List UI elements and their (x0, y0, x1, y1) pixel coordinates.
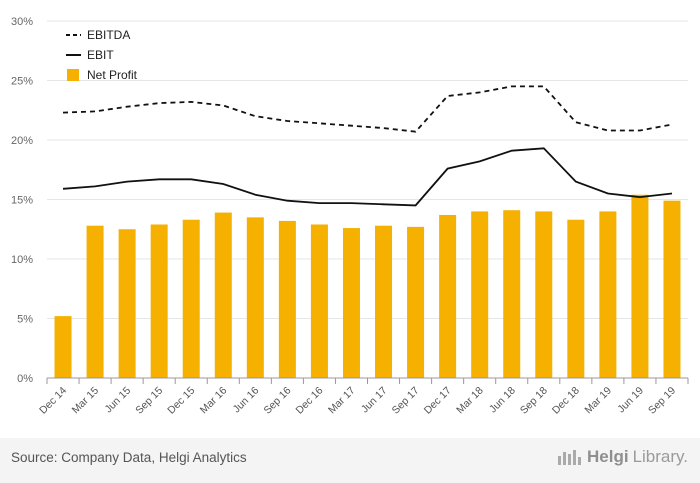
x-tick-label: Jun 18 (487, 385, 518, 416)
x-tick-label: Jun 16 (231, 385, 262, 416)
bar-net-profit (342, 228, 360, 378)
bar-net-profit (246, 217, 264, 378)
y-tick-label: 15% (11, 195, 33, 207)
x-tick-label: Mar 16 (198, 385, 230, 417)
x-tick-label: Mar 17 (326, 385, 358, 417)
x-tick-label: Sep 17 (390, 385, 422, 417)
bar-net-profit (118, 229, 136, 378)
x-tick-label: Dec 17 (422, 385, 454, 417)
x-tick-label: Mar 19 (582, 385, 614, 417)
bar-net-profit (54, 316, 72, 378)
y-tick-label: 5% (17, 314, 33, 326)
bar-net-profit (439, 214, 457, 378)
y-tick-label: 25% (11, 76, 33, 88)
bar-net-profit (278, 220, 296, 378)
bar-net-profit (310, 224, 328, 378)
bar-net-profit (86, 225, 104, 378)
brand-logo[interactable]: Helgi Library. (557, 447, 688, 467)
line-ebit (62, 147, 673, 207)
bar-net-profit (471, 211, 489, 378)
line-ebitda (62, 85, 673, 133)
x-tick-label: Mar 18 (454, 385, 486, 417)
x-tick-label: Jun 17 (359, 385, 390, 416)
bar-net-profit (631, 194, 649, 378)
legend-label: Net Profit (87, 68, 138, 82)
brand-name-bold: Helgi (587, 447, 629, 466)
legend-label: EBITDA (87, 28, 130, 42)
x-tick-label: Jun 15 (102, 385, 133, 416)
legend-swatch-net-profit (67, 69, 79, 81)
bar-net-profit (599, 211, 617, 378)
x-tick-label: Dec 15 (165, 385, 197, 417)
bar-net-profit (535, 211, 553, 378)
y-tick-label: 20% (11, 135, 33, 147)
x-tick-label: Sep 15 (133, 385, 165, 417)
source-note: Source: Company Data, Helgi Analytics (11, 450, 247, 465)
y-tick-label: 0% (17, 373, 33, 385)
x-tick-label: Dec 14 (37, 385, 69, 417)
x-tick-label: Sep 18 (518, 385, 550, 417)
chart: 0%5%10%15%20%25%30%Dec 14 Mar 15 Jun 15 Sep… (11, 16, 689, 417)
bar-net-profit (407, 226, 425, 378)
bar-net-profit (182, 219, 200, 378)
x-tick-label: Dec 18 (550, 385, 582, 417)
y-tick-label: 30% (11, 16, 33, 28)
bar-net-profit (663, 200, 681, 378)
bar-net-profit (503, 210, 521, 378)
library-icon (558, 450, 581, 465)
footer: Source: Company Data, Helgi Analytics He… (0, 438, 700, 483)
x-tick-label: Jun 19 (615, 385, 646, 416)
bar-net-profit (150, 224, 168, 378)
x-tick-label: Mar 15 (70, 385, 102, 417)
legend-label: EBIT (87, 48, 114, 62)
x-tick-label: Dec 16 (294, 385, 326, 417)
bar-net-profit (214, 212, 232, 378)
bar-net-profit (567, 219, 585, 378)
x-tick-label: Sep 16 (261, 385, 293, 417)
x-tick-label: Sep 19 (646, 385, 678, 417)
y-tick-label: 10% (11, 254, 33, 266)
bar-net-profit (375, 225, 393, 378)
brand-name-rest: Library. (632, 447, 688, 466)
